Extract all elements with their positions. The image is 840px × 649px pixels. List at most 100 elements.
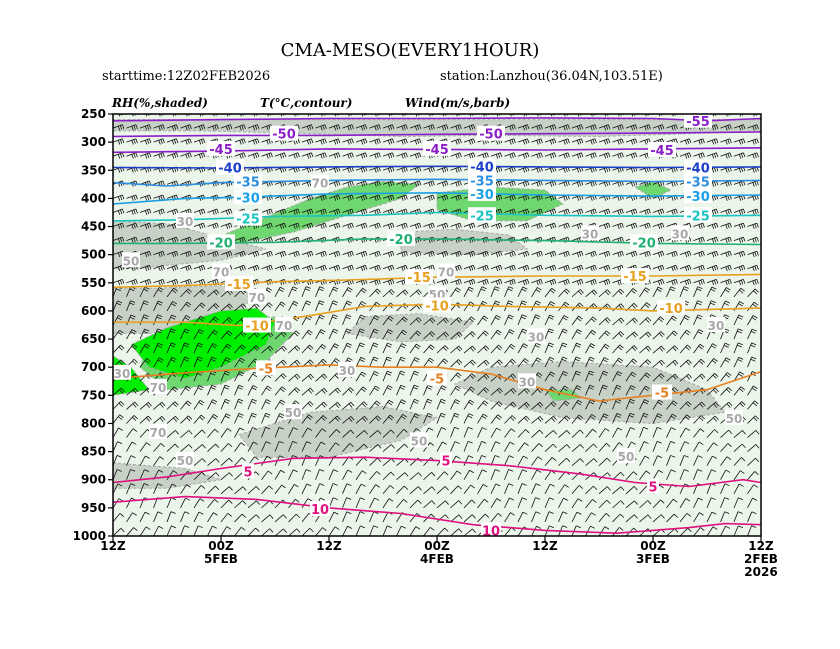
- temp-label: -25: [234, 210, 262, 228]
- wind-barb: [544, 371, 556, 382]
- wind-barb: [517, 442, 529, 452]
- x-tick-label: 00Z: [208, 539, 234, 553]
- wind-barb: [733, 208, 746, 215]
- rh-region-rh50: [238, 406, 439, 458]
- wind-barb: [477, 441, 487, 452]
- wind-barb: [355, 180, 368, 187]
- y-tick-label: 550: [81, 276, 106, 290]
- wind-barb: [261, 345, 274, 354]
- wind-barb: [598, 330, 611, 340]
- temp-label: -55: [684, 114, 712, 130]
- wind-barb: [436, 194, 449, 201]
- wind-barb: [531, 483, 541, 494]
- wind-barb: [382, 315, 394, 326]
- wind-barb: [409, 250, 422, 258]
- wind-barb: [761, 111, 772, 117]
- wind-barb: [571, 414, 584, 424]
- wind-barb: [301, 498, 313, 509]
- wind-barb: [153, 208, 165, 215]
- wind-barb: [301, 483, 312, 494]
- wind-barb: [531, 180, 543, 187]
- wind-barb: [693, 512, 704, 523]
- rh-region-rh80: [633, 180, 673, 199]
- wind-barb: [436, 124, 449, 131]
- temp-label: 10: [481, 522, 501, 536]
- wind-barb: [423, 527, 435, 536]
- wind-barb: [693, 441, 704, 452]
- wind-barb: [517, 483, 527, 494]
- wind-barb: [113, 222, 125, 229]
- temp-contour: [113, 495, 761, 535]
- wind-barb: [342, 152, 354, 159]
- wind-barb: [463, 469, 475, 480]
- wind-barb: [315, 194, 327, 201]
- wind-barb: [180, 328, 190, 340]
- wind-barb: [355, 511, 365, 523]
- wind-barb: [612, 317, 625, 326]
- wind-barb: [355, 386, 367, 396]
- wind-barb: [423, 500, 436, 509]
- wind-barb: [652, 250, 665, 258]
- temp-label: -5: [256, 360, 276, 377]
- wind-barb: [234, 384, 244, 396]
- wind-barb: [558, 138, 570, 145]
- wind-barb: [679, 401, 692, 410]
- wind-barb: [113, 152, 125, 159]
- wind-barb: [585, 512, 596, 523]
- wind-barb: [315, 329, 326, 340]
- wind-barb: [706, 278, 719, 286]
- legend-rh: RH(%,shaded): [111, 96, 208, 110]
- wind-barb: [558, 124, 570, 131]
- wind-barb: [706, 222, 719, 229]
- wind-barb: [517, 358, 529, 368]
- wind-barb: [531, 456, 543, 466]
- wind-barb: [558, 371, 568, 382]
- wind-barb: [720, 511, 730, 523]
- wind-barb: [558, 356, 568, 368]
- wind-barb: [342, 180, 354, 187]
- wind-barb: [369, 180, 381, 187]
- wind-barb: [463, 426, 473, 438]
- wind-barb: [720, 429, 733, 438]
- wind-barb: [652, 373, 665, 382]
- wind-barb: [477, 250, 489, 258]
- wind-barb: [544, 430, 557, 438]
- wind-barb: [760, 422, 761, 424]
- wind-barb: [423, 486, 436, 495]
- wind-barb: [166, 152, 179, 159]
- wind-barb: [409, 413, 420, 424]
- wind-barb: [166, 138, 179, 145]
- wind-barb: [706, 373, 719, 382]
- wind-barb: [207, 250, 219, 258]
- wind-barb: [396, 138, 408, 145]
- wind-barb: [315, 138, 327, 145]
- wind-barb: [585, 278, 597, 286]
- x-tick-label: 00Z: [424, 539, 450, 553]
- wind-barb: [139, 250, 152, 258]
- wind-barb: [544, 124, 557, 131]
- wind-barb: [558, 430, 571, 438]
- wind-barb: [747, 484, 758, 495]
- wind-barb: [679, 527, 692, 536]
- wind-barb: [504, 286, 514, 298]
- wind-barb: [544, 208, 557, 215]
- wind-barb: [463, 250, 476, 258]
- wind-barb: [558, 342, 568, 354]
- wind-barb: [666, 315, 678, 326]
- wind-barb: [531, 250, 543, 258]
- wind-barb: [207, 512, 218, 523]
- wind-barb: [234, 303, 247, 312]
- wind-barb: [436, 412, 446, 424]
- wind-barb: [261, 470, 273, 480]
- wind-barb: [220, 317, 233, 326]
- wind-barb: [733, 470, 745, 480]
- wind-barb: [504, 358, 516, 368]
- wind-barb: [166, 415, 179, 424]
- wind-barb: [315, 469, 325, 480]
- wind-barb: [544, 250, 557, 258]
- wind-barb: [166, 124, 179, 131]
- wind-barb: [558, 278, 570, 286]
- wind-barb: [396, 485, 409, 495]
- wind-barb: [126, 278, 138, 286]
- y-tick-label: 700: [81, 360, 106, 374]
